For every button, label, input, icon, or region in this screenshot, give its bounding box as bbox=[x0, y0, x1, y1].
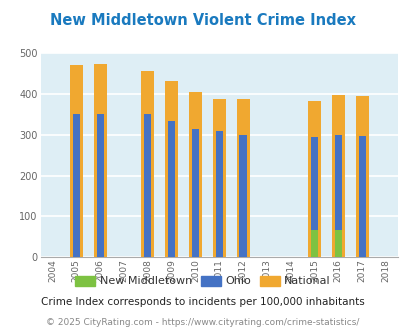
Bar bbox=[165, 81, 178, 257]
Legend: New Middletown, Ohio, National: New Middletown, Ohio, National bbox=[70, 271, 335, 291]
Bar bbox=[70, 65, 83, 257]
Bar bbox=[96, 114, 103, 257]
Bar bbox=[310, 137, 317, 257]
Bar bbox=[307, 101, 320, 257]
Text: New Middletown Violent Crime Index: New Middletown Violent Crime Index bbox=[50, 13, 355, 28]
Bar bbox=[331, 95, 344, 257]
Bar bbox=[239, 135, 246, 257]
Text: © 2025 CityRating.com - https://www.cityrating.com/crime-statistics/: © 2025 CityRating.com - https://www.city… bbox=[46, 318, 359, 327]
Bar bbox=[188, 92, 201, 257]
Bar bbox=[236, 99, 249, 257]
Bar bbox=[334, 230, 341, 257]
Bar bbox=[72, 114, 80, 257]
Bar bbox=[144, 114, 151, 257]
Bar bbox=[334, 135, 341, 257]
Bar bbox=[94, 64, 107, 257]
Bar bbox=[215, 131, 222, 257]
Bar bbox=[212, 99, 225, 257]
Bar bbox=[192, 128, 198, 257]
Bar bbox=[310, 230, 317, 257]
Bar bbox=[355, 96, 368, 257]
Bar bbox=[358, 136, 365, 257]
Text: Crime Index corresponds to incidents per 100,000 inhabitants: Crime Index corresponds to incidents per… bbox=[41, 297, 364, 307]
Bar bbox=[168, 121, 175, 257]
Bar bbox=[141, 71, 154, 257]
